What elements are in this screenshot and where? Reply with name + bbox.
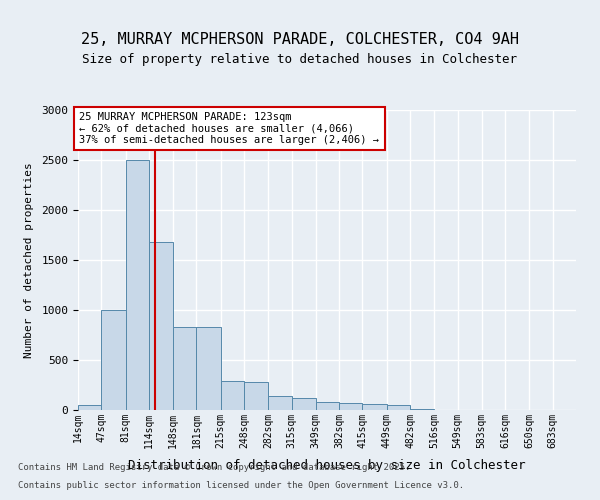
Bar xyxy=(386,405,410,410)
Bar xyxy=(101,310,125,410)
Bar xyxy=(268,396,292,410)
Bar xyxy=(78,405,101,410)
Bar xyxy=(339,403,362,410)
Bar xyxy=(362,404,386,410)
Bar xyxy=(292,398,316,410)
Text: Contains public sector information licensed under the Open Government Licence v3: Contains public sector information licen… xyxy=(18,481,464,490)
Bar xyxy=(196,327,221,410)
Y-axis label: Number of detached properties: Number of detached properties xyxy=(25,162,34,358)
X-axis label: Distribution of detached houses by size in Colchester: Distribution of detached houses by size … xyxy=(128,459,526,472)
Text: Contains HM Land Registry data © Crown copyright and database right 2025.: Contains HM Land Registry data © Crown c… xyxy=(18,462,410,471)
Bar xyxy=(173,327,196,410)
Bar xyxy=(244,382,268,410)
Bar xyxy=(316,402,339,410)
Text: 25 MURRAY MCPHERSON PARADE: 123sqm
← 62% of detached houses are smaller (4,066)
: 25 MURRAY MCPHERSON PARADE: 123sqm ← 62%… xyxy=(79,112,379,145)
Bar xyxy=(149,242,173,410)
Text: 25, MURRAY MCPHERSON PARADE, COLCHESTER, CO4 9AH: 25, MURRAY MCPHERSON PARADE, COLCHESTER,… xyxy=(81,32,519,48)
Bar xyxy=(410,409,434,410)
Bar xyxy=(125,160,149,410)
Text: Size of property relative to detached houses in Colchester: Size of property relative to detached ho… xyxy=(83,52,517,66)
Bar xyxy=(221,381,244,410)
